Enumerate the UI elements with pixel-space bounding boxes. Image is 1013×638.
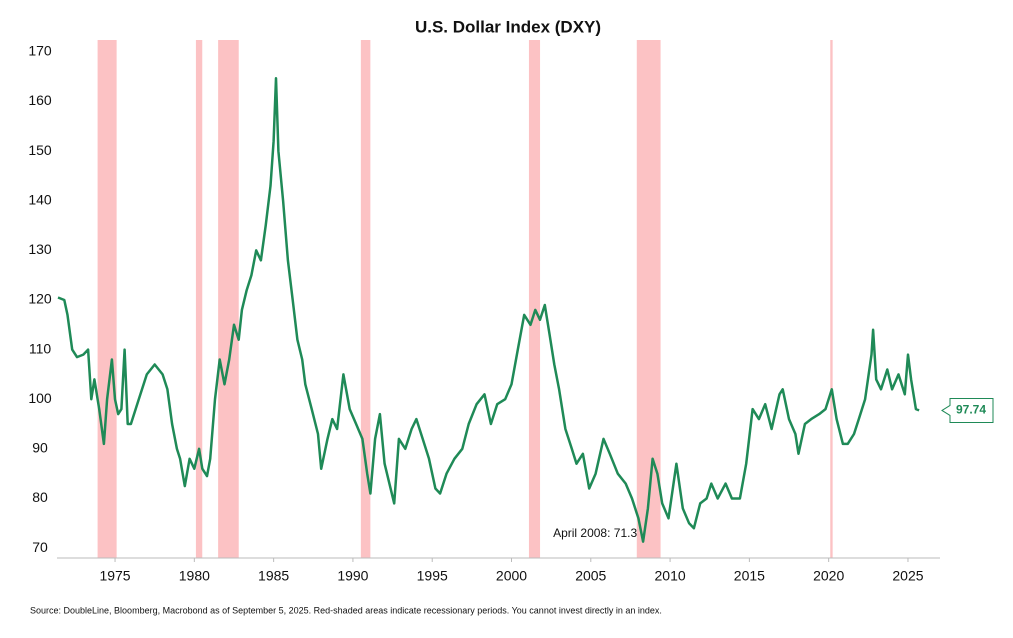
- y-tick-label: 90: [32, 440, 48, 456]
- y-tick-label: 130: [28, 241, 52, 257]
- dxy-line: [57, 76, 920, 543]
- last-value-label: 97.74: [956, 403, 986, 417]
- y-tick-label: 160: [28, 92, 52, 108]
- y-tick-label: 170: [28, 43, 52, 59]
- x-tick-label: 1975: [99, 568, 130, 584]
- x-tick-label: 2020: [813, 568, 844, 584]
- recession-band: [97, 40, 117, 558]
- y-tick-label: 80: [32, 489, 48, 505]
- y-tick-label: 150: [28, 142, 52, 158]
- x-tick-label: 2010: [655, 568, 686, 584]
- recession-band: [636, 40, 661, 558]
- x-tick-label: 2000: [496, 568, 527, 584]
- recession-band: [218, 40, 239, 558]
- x-tick-label: 1990: [337, 568, 368, 584]
- chart-title: U.S. Dollar Index (DXY): [415, 17, 601, 36]
- x-tick-label: 1985: [258, 568, 289, 584]
- y-tick-label: 110: [29, 340, 52, 356]
- x-tick-label: 2005: [575, 568, 606, 584]
- recession-band: [528, 40, 541, 558]
- last-value-box: [941, 397, 994, 423]
- y-tick-label: 100: [28, 390, 52, 406]
- recession-band: [830, 40, 833, 558]
- x-tick-label: 1995: [417, 568, 448, 584]
- recession-band: [360, 40, 371, 558]
- y-tick-label: 120: [28, 291, 52, 307]
- y-tick-label: 140: [28, 191, 52, 207]
- x-tick-label: 1980: [179, 568, 210, 584]
- y-tick-label: 70: [32, 539, 48, 555]
- recession-band: [195, 40, 203, 558]
- source-note: Source: DoubleLine, Bloomberg, Macrobond…: [30, 605, 662, 615]
- annotation: April 2008: 71.3: [553, 526, 637, 540]
- x-tick-label: 2015: [734, 568, 765, 584]
- x-tick-label: 2025: [892, 568, 923, 584]
